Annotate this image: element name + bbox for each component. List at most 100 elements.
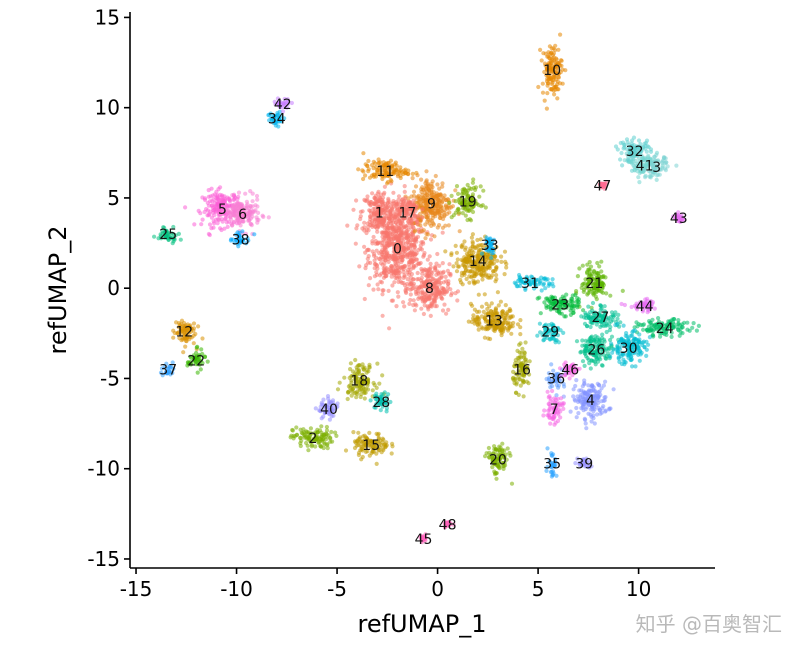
point bbox=[195, 370, 200, 375]
point bbox=[209, 226, 214, 231]
point bbox=[356, 452, 361, 458]
point bbox=[473, 246, 478, 251]
point bbox=[644, 347, 649, 352]
point bbox=[461, 259, 467, 264]
point bbox=[676, 327, 681, 332]
point bbox=[504, 311, 509, 316]
point bbox=[378, 261, 384, 266]
point bbox=[648, 147, 654, 152]
cluster-label-12: 12 bbox=[175, 325, 193, 341]
point bbox=[477, 309, 482, 314]
point bbox=[366, 254, 371, 259]
point bbox=[475, 279, 480, 284]
point bbox=[402, 225, 407, 230]
point bbox=[183, 344, 188, 349]
point bbox=[371, 159, 376, 164]
point bbox=[382, 209, 387, 214]
point bbox=[377, 213, 383, 219]
point bbox=[583, 421, 588, 426]
point bbox=[443, 223, 448, 228]
point bbox=[219, 227, 224, 233]
point bbox=[179, 318, 185, 323]
point bbox=[696, 323, 702, 328]
point bbox=[394, 163, 399, 168]
cluster-label-9: 9 bbox=[427, 196, 436, 212]
point bbox=[402, 249, 407, 254]
point bbox=[421, 241, 426, 246]
point bbox=[196, 324, 201, 329]
point bbox=[366, 158, 371, 164]
point bbox=[471, 177, 476, 182]
point bbox=[404, 229, 409, 234]
point bbox=[444, 288, 449, 294]
point bbox=[183, 323, 188, 328]
point bbox=[358, 216, 363, 222]
cluster-label-2: 2 bbox=[308, 431, 317, 447]
point bbox=[424, 294, 430, 299]
point bbox=[550, 67, 556, 72]
point bbox=[422, 298, 427, 304]
point bbox=[421, 253, 427, 258]
point bbox=[230, 193, 235, 198]
point bbox=[499, 254, 504, 259]
point bbox=[548, 421, 553, 426]
cluster-6-points bbox=[217, 189, 271, 237]
point bbox=[433, 173, 438, 179]
point bbox=[591, 416, 596, 421]
point bbox=[215, 194, 220, 199]
point bbox=[643, 175, 648, 180]
point bbox=[619, 301, 624, 307]
point bbox=[571, 310, 576, 316]
point bbox=[545, 446, 550, 451]
point bbox=[380, 373, 385, 378]
point bbox=[576, 399, 581, 404]
cluster-label-25: 25 bbox=[159, 227, 177, 243]
point bbox=[608, 293, 613, 298]
point bbox=[647, 319, 652, 324]
point bbox=[382, 184, 387, 189]
point bbox=[383, 169, 388, 174]
cluster-4-points bbox=[561, 378, 616, 431]
point bbox=[434, 278, 439, 283]
point bbox=[370, 239, 375, 244]
point bbox=[395, 290, 400, 295]
point bbox=[588, 264, 594, 269]
point bbox=[380, 313, 385, 318]
point bbox=[367, 175, 373, 180]
point bbox=[337, 380, 342, 385]
point bbox=[380, 202, 386, 207]
point bbox=[183, 338, 189, 343]
point bbox=[411, 298, 416, 303]
point bbox=[329, 429, 334, 435]
point bbox=[548, 59, 553, 64]
point bbox=[192, 222, 197, 227]
point bbox=[618, 157, 623, 162]
point bbox=[354, 395, 359, 400]
point bbox=[243, 231, 248, 236]
point bbox=[447, 262, 452, 267]
point bbox=[579, 349, 584, 354]
point bbox=[335, 387, 341, 392]
point bbox=[504, 265, 509, 270]
point bbox=[405, 235, 410, 240]
point bbox=[393, 267, 398, 272]
point bbox=[433, 265, 438, 271]
point bbox=[420, 185, 425, 190]
point bbox=[324, 424, 329, 430]
point bbox=[535, 333, 540, 338]
point bbox=[545, 91, 550, 96]
point bbox=[414, 239, 419, 244]
point bbox=[381, 448, 386, 453]
point bbox=[545, 389, 550, 394]
point bbox=[545, 83, 550, 88]
point bbox=[334, 433, 339, 438]
point bbox=[378, 172, 383, 177]
point bbox=[372, 252, 377, 257]
point bbox=[356, 430, 361, 435]
point bbox=[439, 274, 444, 279]
point bbox=[376, 160, 381, 165]
point bbox=[319, 430, 324, 435]
point bbox=[420, 198, 426, 203]
point bbox=[493, 279, 498, 284]
cluster-label-8: 8 bbox=[425, 281, 434, 297]
